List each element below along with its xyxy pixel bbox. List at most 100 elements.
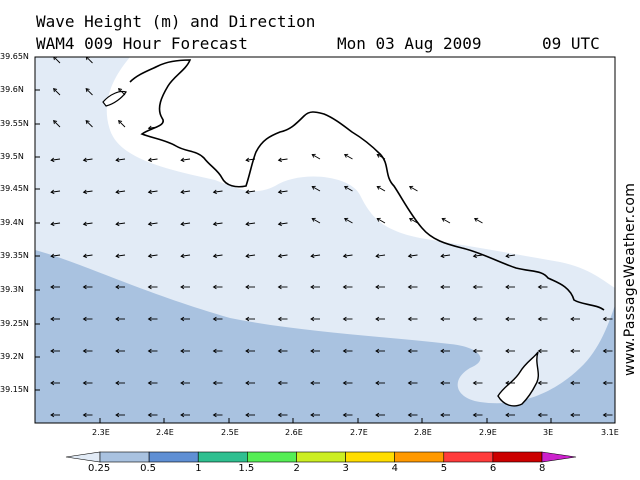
- wave-arrow-head: [342, 284, 347, 290]
- model-label: WAM4 009 Hour Forecast: [36, 34, 248, 53]
- wave-arrow-head: [310, 348, 315, 354]
- wave-arrow-head: [570, 380, 575, 386]
- wave-arrow-head: [115, 412, 120, 418]
- wave-arrow-head: [147, 221, 152, 227]
- wave-arrow-head: [602, 348, 607, 354]
- wave-arrow: [116, 190, 126, 193]
- lat-label: 39.15N: [0, 385, 29, 394]
- colorbar-label: 8: [539, 463, 546, 474]
- wave-arrow-head: [343, 185, 349, 190]
- wave-arrow-head: [342, 412, 347, 418]
- wave-arrow-head: [212, 380, 217, 386]
- wave-arrow-head: [440, 412, 445, 418]
- wave-arrow: [213, 254, 223, 257]
- wave-arrow-head: [53, 120, 58, 125]
- wave-arrow-head: [570, 348, 575, 354]
- lat-label: 39.45N: [0, 184, 29, 193]
- wave-arrow-head: [342, 253, 347, 259]
- wave-arrow-head: [147, 284, 152, 290]
- lon-label: 2.5E: [221, 428, 239, 437]
- axis-ticks: [35, 56, 616, 423]
- wave-arrow-head: [277, 316, 282, 322]
- wave-arrow-head: [375, 412, 380, 418]
- wave-arrow-head: [570, 412, 575, 418]
- wave-arrow-head: [602, 316, 607, 322]
- wave-arrow-head: [147, 157, 152, 163]
- forecast-date: Mon 03 Aug 2009: [337, 34, 482, 53]
- lon-label: 2.6E: [285, 428, 303, 437]
- wave-arrow: [118, 88, 126, 96]
- wave-arrow-head: [310, 412, 315, 418]
- wave-arrow: [213, 190, 223, 193]
- wave-arrow-head: [115, 253, 120, 259]
- wave-arrow: [53, 88, 61, 96]
- wave-arrow-head: [180, 348, 185, 354]
- colorbar-segment: [99, 451, 150, 463]
- wave-arrow-head: [343, 217, 349, 222]
- wave-arrow: [278, 254, 288, 257]
- wave-arrow-head: [212, 221, 217, 227]
- wave-arrow-head: [147, 348, 152, 354]
- wave-arrow-head: [376, 217, 381, 222]
- wave-arrow: [311, 218, 321, 224]
- wave-arrow-head: [505, 253, 510, 259]
- colorbar-label: 1: [195, 463, 202, 474]
- wave-arrow-head: [537, 316, 542, 322]
- wave-arrow-head: [53, 88, 58, 93]
- lon-label: 3E: [543, 428, 554, 437]
- wave-arrow-head: [407, 412, 412, 418]
- wave-arrow-head: [375, 380, 380, 386]
- wave-arrow: [51, 222, 61, 225]
- wave-arrow: [246, 222, 256, 225]
- wave-arrow-head: [277, 380, 282, 386]
- wave-arrow-head: [115, 348, 120, 354]
- wave-arrow-head: [82, 284, 87, 290]
- map-frame: [34, 56, 616, 424]
- wave-arrow-head: [342, 380, 347, 386]
- coastline: [129, 59, 605, 311]
- wave-arrow-head: [441, 217, 446, 222]
- wave-arrow-head: [245, 189, 250, 195]
- lat-label: 39.3N: [0, 285, 24, 294]
- wave-arrow-head: [115, 380, 120, 386]
- wave-arrow-head: [311, 185, 316, 190]
- wave-arrow-head: [602, 380, 607, 386]
- wave-arrow-head: [82, 157, 87, 163]
- wave-arrow-head: [50, 221, 55, 227]
- wave-arrow-head: [82, 253, 87, 259]
- wave-arrow: [344, 154, 353, 160]
- wave-arrow-head: [407, 253, 412, 259]
- wave-arrow-head: [472, 380, 477, 386]
- wave-arrow: [148, 158, 158, 161]
- wave-arrow: [181, 254, 191, 257]
- lon-label: 2.3E: [92, 428, 110, 437]
- colorbar-label: 3: [342, 463, 349, 474]
- wave-arrow: [118, 120, 126, 128]
- wave-arrow-head: [50, 284, 55, 290]
- wave-arrow-head: [407, 380, 412, 386]
- wave-arrow-head: [375, 253, 380, 259]
- wave-arrow-head: [472, 412, 477, 418]
- wave-arrow-head: [245, 316, 250, 322]
- wave-arrow: [311, 186, 321, 192]
- wave-arrow-head: [118, 120, 123, 125]
- wave-arrow: [278, 222, 288, 225]
- wave-arrow: [148, 126, 158, 129]
- wave-arrow-head: [277, 253, 282, 259]
- colorbar-segment: [197, 451, 248, 463]
- wave-arrow: [213, 222, 223, 225]
- wave-arrow: [51, 190, 61, 193]
- wave-arrow-head: [342, 316, 347, 322]
- colorbar-segment: [345, 451, 395, 463]
- wave-arrow-head: [343, 153, 349, 158]
- wave-arrow-head: [245, 348, 250, 354]
- lon-label: 2.4E: [156, 428, 174, 437]
- wave-arrow: [246, 190, 256, 193]
- colorbar-segment: [148, 451, 199, 463]
- wave-arrow-head: [147, 253, 152, 259]
- wave-arrow: [116, 222, 126, 225]
- wave-arrow: [376, 186, 386, 192]
- wave-arrow: [85, 120, 93, 128]
- wave-arrow-head: [440, 316, 445, 322]
- wave-arrow-head: [245, 412, 250, 418]
